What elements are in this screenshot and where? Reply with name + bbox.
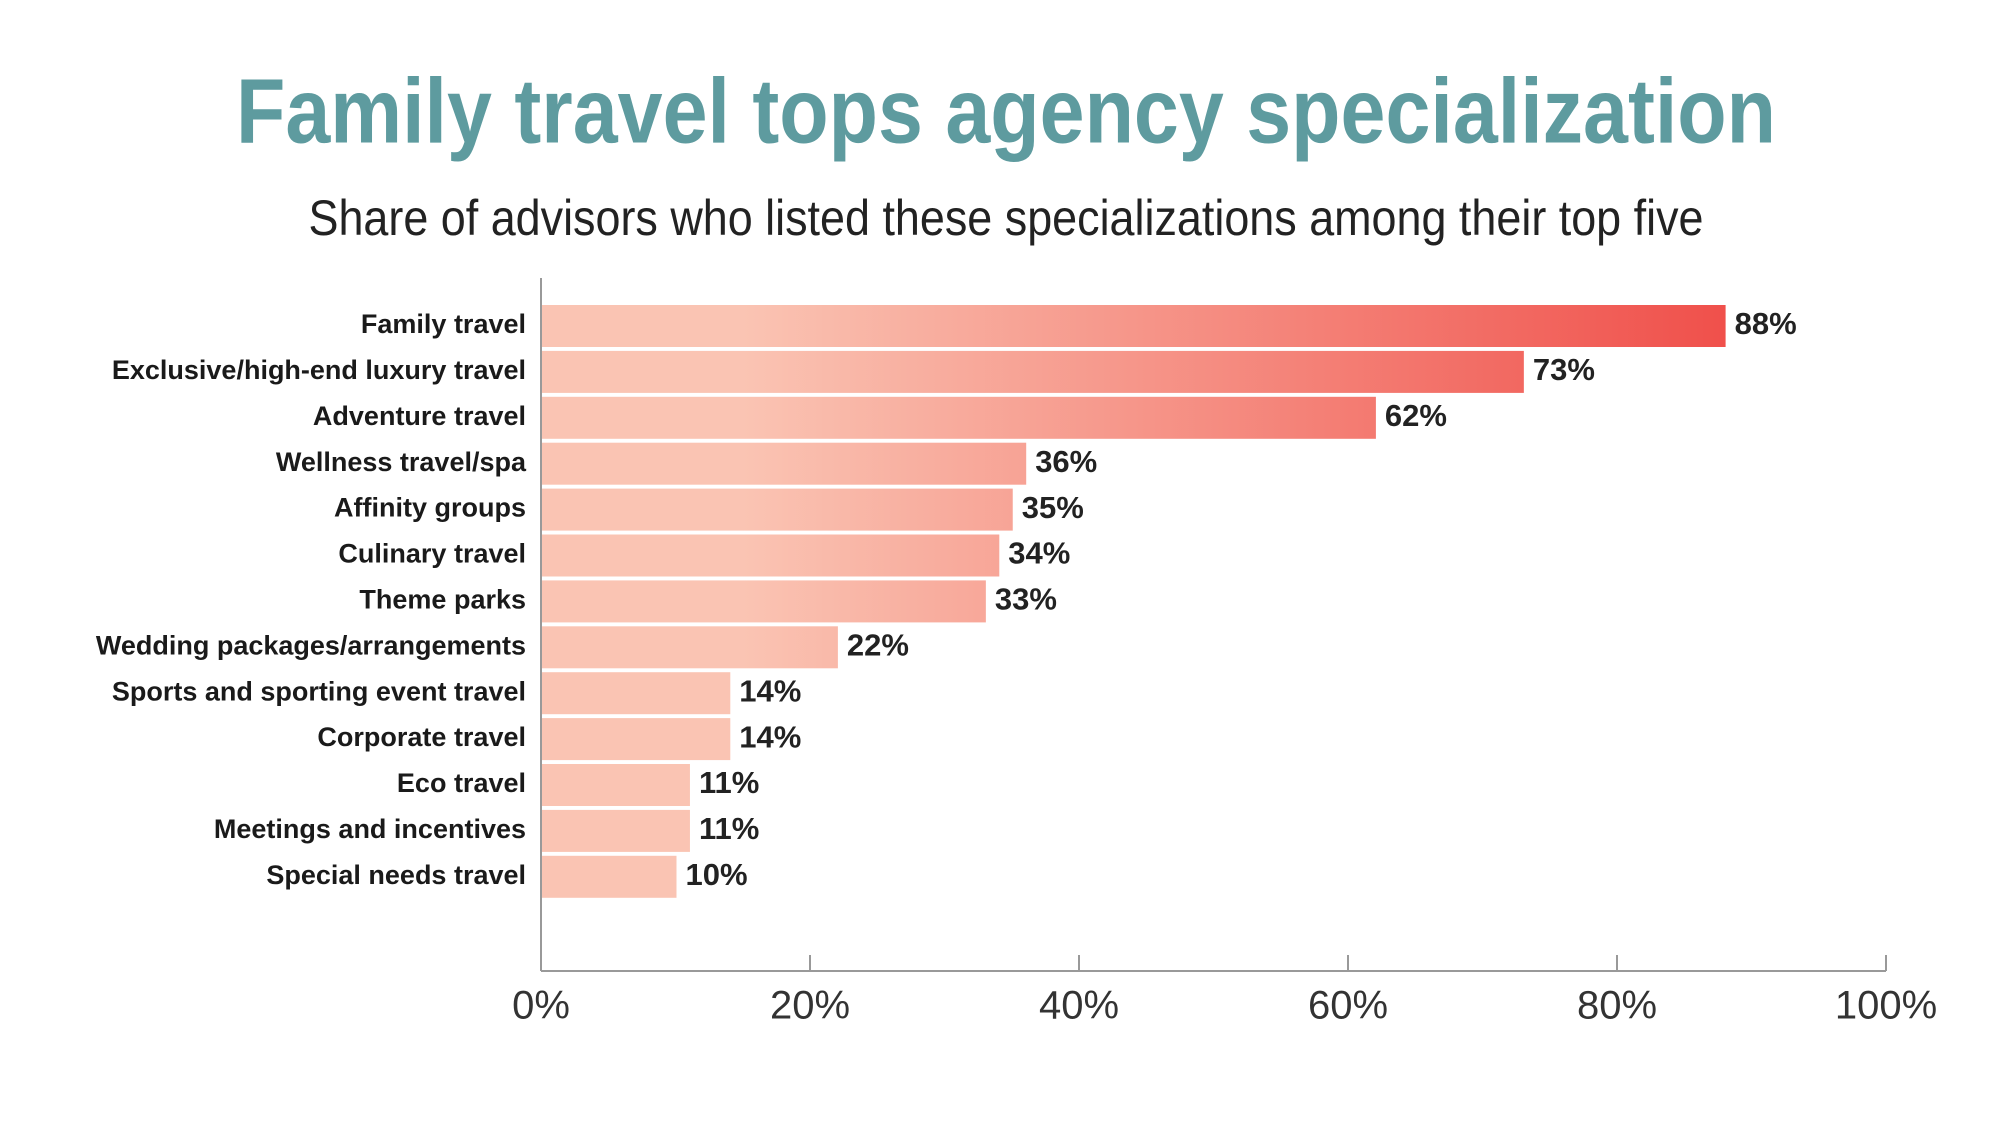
x-tick-label: 40% (1039, 984, 1119, 1028)
category-label: Family travel (361, 309, 526, 339)
x-tick-label: 100% (1835, 984, 1937, 1028)
bar (542, 764, 690, 806)
value-label: 73% (1533, 352, 1595, 387)
x-tick-label: 60% (1308, 984, 1388, 1028)
bar (542, 580, 986, 623)
category-label: Exclusive/high-end luxury travel (112, 355, 526, 385)
x-tick-label: 20% (770, 984, 850, 1028)
category-label: Adventure travel (313, 401, 526, 431)
bar (542, 396, 1376, 439)
category-label: Sports and sporting event travel (112, 676, 526, 706)
category-label: Culinary travel (338, 539, 526, 569)
value-label: 10% (686, 857, 748, 892)
bar (542, 305, 1726, 347)
category-label: Corporate travel (317, 722, 526, 752)
category-label: Meetings and incentives (214, 814, 526, 844)
chart-title: Family travel tops agency specialization (236, 60, 1776, 162)
category-label: Wellness travel/spa (276, 447, 527, 477)
category-label: Eco travel (397, 768, 526, 798)
bar (542, 672, 731, 715)
value-label: 22% (847, 627, 909, 662)
bar (542, 488, 1013, 531)
value-label: 14% (739, 719, 801, 754)
bar (542, 534, 1000, 577)
value-label: 34% (1008, 536, 1070, 571)
value-label: 11% (699, 811, 759, 846)
x-tick-label: 80% (1577, 984, 1657, 1028)
bar (542, 855, 677, 898)
value-label: 88% (1735, 306, 1797, 341)
bar (542, 718, 731, 761)
value-label: 62% (1385, 398, 1447, 433)
value-label: 14% (739, 673, 801, 708)
value-label: 35% (1022, 490, 1084, 525)
category-label: Wedding packages/arrangements (96, 630, 526, 660)
value-label: 33% (995, 582, 1057, 617)
category-label: Special needs travel (266, 860, 526, 890)
x-tick-label: 0% (512, 984, 570, 1028)
bar (542, 350, 1524, 393)
bar (542, 442, 1027, 485)
bar (542, 626, 838, 669)
category-label: Theme parks (359, 585, 526, 615)
chart-subtitle: Share of advisors who listed these speci… (309, 190, 1704, 246)
bar (542, 809, 690, 852)
category-label: Affinity groups (334, 493, 526, 523)
value-label: 36% (1035, 444, 1097, 479)
value-label: 11% (699, 765, 759, 800)
